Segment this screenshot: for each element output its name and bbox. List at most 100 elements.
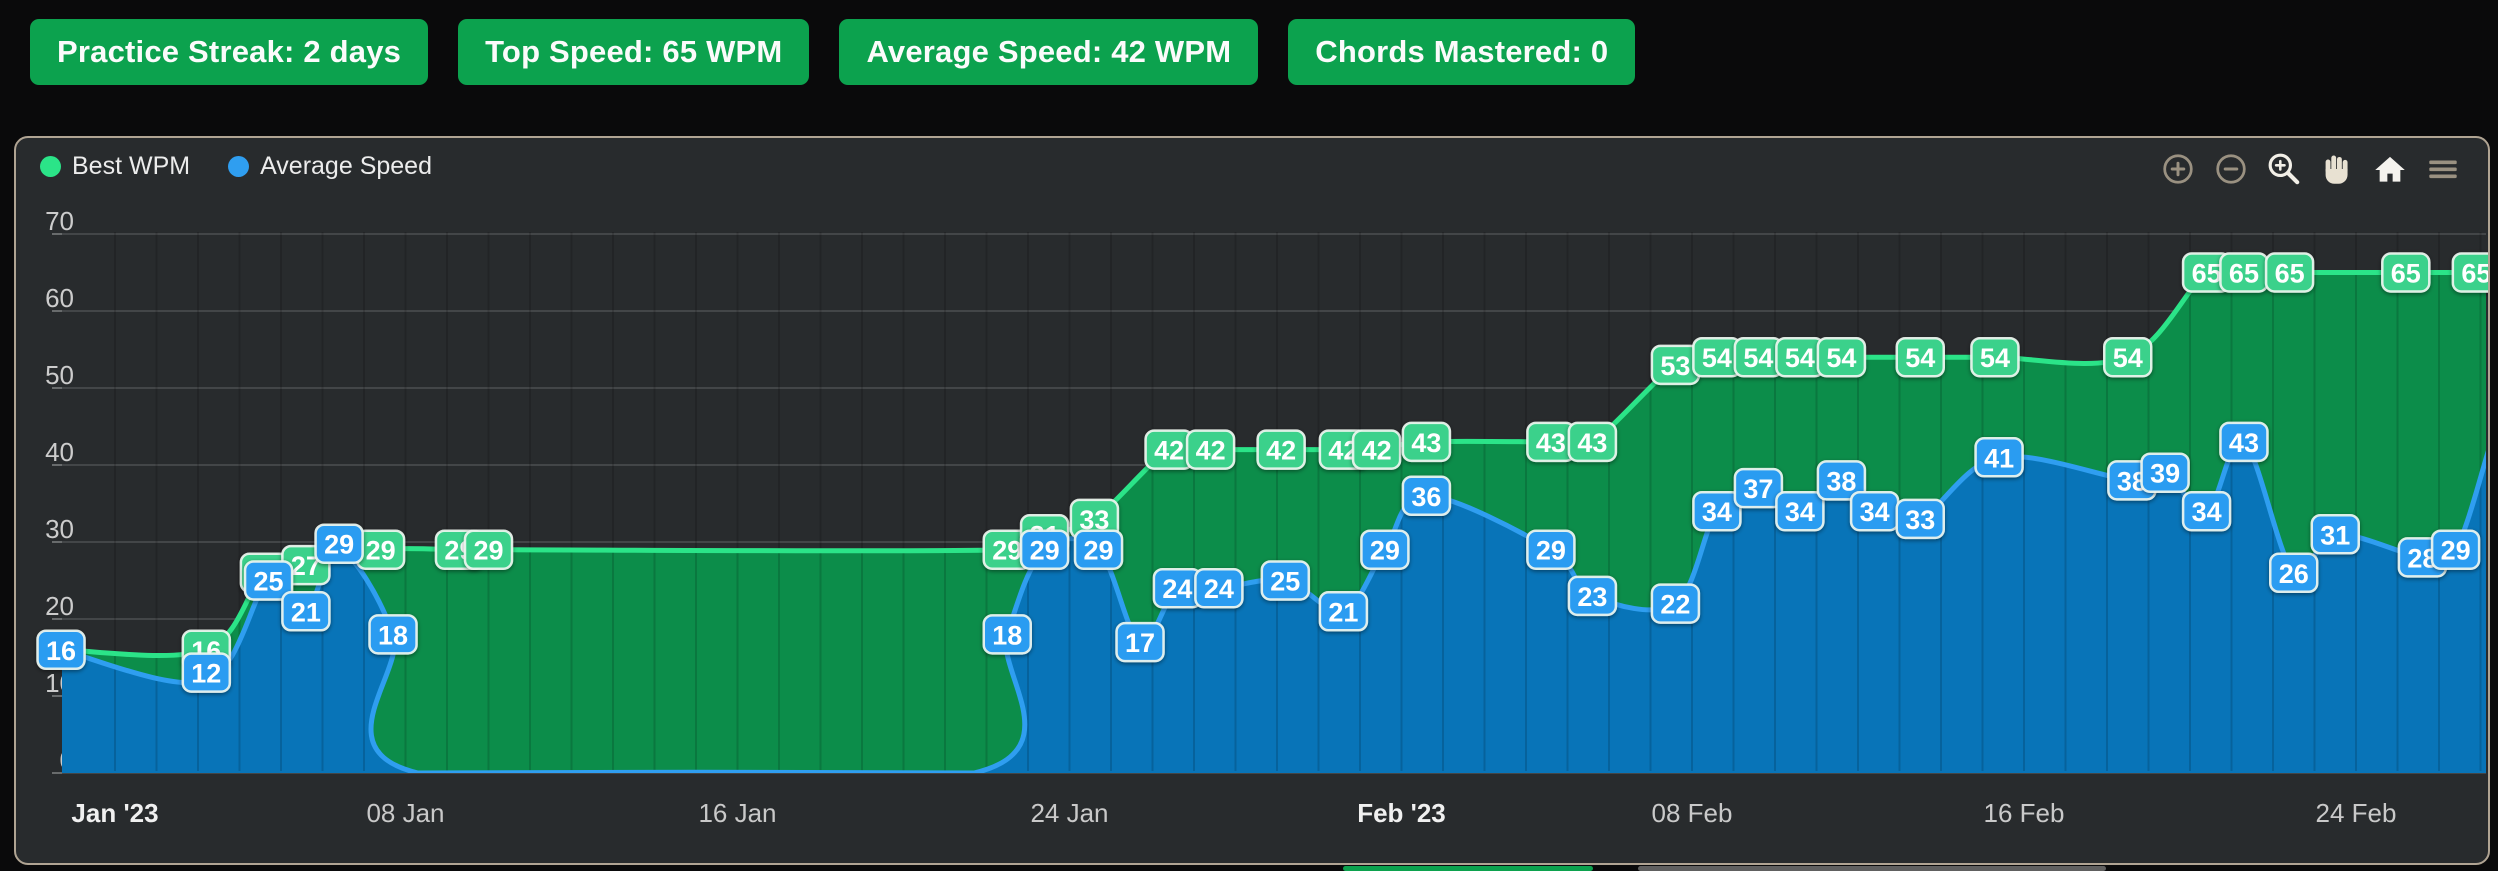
svg-text:54: 54 [1980, 343, 2010, 373]
svg-text:21: 21 [291, 597, 321, 627]
x-axis-label: 08 Feb [1652, 798, 1733, 828]
data-label: 21 [281, 591, 331, 632]
reset-home-icon[interactable] [2371, 150, 2409, 188]
cutoff-element-green[interactable] [1343, 866, 1593, 871]
svg-text:29: 29 [324, 530, 354, 560]
svg-text:29: 29 [992, 536, 1022, 566]
data-label: 43 [1401, 421, 1452, 463]
data-label: 65 [2264, 252, 2315, 293]
svg-text:54: 54 [2113, 343, 2143, 373]
data-label: 25 [243, 560, 294, 601]
data-label: 18 [982, 614, 1032, 655]
svg-text:34: 34 [2192, 497, 2222, 527]
x-axis-label: 08 Jan [366, 798, 444, 828]
zoom-out-icon[interactable] [2212, 150, 2250, 188]
svg-text:65: 65 [2229, 259, 2259, 289]
svg-text:29: 29 [1084, 536, 1114, 566]
data-label: 29 [1019, 529, 1070, 570]
svg-text:24: 24 [1162, 574, 1192, 604]
svg-text:34: 34 [1702, 497, 1732, 527]
stat-chip-average-speed: Average Speed: 42 WPM [839, 19, 1259, 85]
svg-text:39: 39 [2150, 459, 2180, 489]
svg-text:18: 18 [378, 620, 408, 650]
chart-panel: Best WPM Average Speed [14, 136, 2490, 865]
svg-text:54: 54 [1743, 343, 1773, 373]
data-label: 43 [2219, 421, 2269, 463]
svg-text:29: 29 [1536, 536, 1566, 566]
svg-text:16: 16 [46, 636, 76, 666]
data-label: 18 [368, 614, 418, 655]
data-label: 54 [1816, 336, 1867, 378]
data-label: 54 [1775, 336, 1825, 378]
data-label: 36 [1401, 475, 1452, 517]
y-axis-label: 40 [45, 437, 74, 467]
y-axis-label: 70 [45, 206, 74, 236]
svg-text:22: 22 [1660, 590, 1690, 620]
svg-text:42: 42 [1362, 436, 1392, 466]
menu-icon[interactable] [2424, 150, 2462, 188]
data-label: 65 [2451, 252, 2488, 293]
data-label: 24 [1194, 567, 1244, 609]
svg-text:37: 37 [1743, 474, 1773, 504]
x-axis-label: 24 Feb [2316, 798, 2397, 828]
data-label: 34 [1849, 490, 1900, 532]
x-axis-label: Jan '23 [71, 798, 158, 828]
data-label: 29 [1073, 529, 1124, 570]
svg-text:36: 36 [1411, 482, 1441, 512]
data-label: 29 [1360, 529, 1410, 570]
y-axis-label: 20 [45, 591, 74, 621]
y-axis-label: 60 [45, 283, 74, 313]
svg-text:42: 42 [1196, 436, 1226, 466]
svg-text:23: 23 [1577, 582, 1607, 612]
svg-text:31: 31 [2320, 520, 2350, 550]
legend-label: Best WPM [72, 152, 191, 180]
data-label: 54 [1692, 336, 1742, 378]
legend-item-best-wpm[interactable]: Best WPM [40, 152, 190, 181]
x-axis-label: Feb '23 [1357, 798, 1446, 828]
svg-text:54: 54 [1905, 343, 1935, 373]
data-label: 42 [1185, 429, 1236, 470]
svg-text:65: 65 [2275, 259, 2305, 289]
data-label: 16 [36, 629, 86, 671]
data-label: 65 [2381, 252, 2431, 293]
data-label: 42 [1256, 429, 1306, 470]
data-label: 29 [314, 523, 364, 564]
data-label: 22 [1650, 583, 1701, 624]
selection-zoom-icon[interactable] [2265, 150, 2303, 188]
data-label: 43 [1526, 421, 1576, 463]
data-label: 23 [1567, 575, 1618, 617]
svg-text:29: 29 [1370, 536, 1400, 566]
svg-text:34: 34 [1785, 497, 1815, 527]
data-label: 29 [355, 529, 406, 570]
data-label: 54 [1970, 336, 2020, 378]
data-label: 29 [982, 529, 1032, 570]
stat-chip-chords-mastered: Chords Mastered: 0 [1288, 19, 1636, 85]
data-label: 42 [1351, 429, 1402, 470]
data-label: 26 [2269, 552, 2319, 594]
data-label: 21 [1318, 591, 1369, 632]
stat-chip-practice-streak: Practice Streak: 2 days [30, 19, 429, 85]
data-label: 25 [1260, 560, 1311, 601]
x-axis-labels: Jan '23 08 Jan 16 Jan 24 Jan Feb '23 08 Feb 16… [71, 798, 2396, 828]
data-label: 34 [2181, 490, 2232, 532]
svg-text:24: 24 [1204, 574, 1234, 604]
data-label: 33 [1895, 498, 1945, 540]
x-axis-label: 24 Jan [1030, 798, 1108, 828]
svg-text:34: 34 [1860, 497, 1890, 527]
data-label: 53 [1650, 344, 1701, 386]
svg-text:29: 29 [2441, 536, 2471, 566]
data-label: 65 [2219, 252, 2269, 293]
data-label: 34 [1692, 490, 1742, 532]
pan-icon[interactable] [2318, 150, 2356, 188]
data-label: 29 [2430, 529, 2481, 570]
data-label: 38 [1816, 460, 1867, 501]
data-label: 29 [463, 529, 514, 570]
zoom-in-icon[interactable] [2159, 150, 2197, 188]
legend-item-average-speed[interactable]: Average Speed [228, 152, 432, 181]
cutoff-element-gray[interactable] [1638, 866, 2106, 871]
best-wpm-dot-icon [40, 156, 61, 177]
svg-text:65: 65 [2461, 259, 2488, 289]
svg-text:29: 29 [366, 536, 396, 566]
average-speed-dot-icon [228, 156, 250, 177]
